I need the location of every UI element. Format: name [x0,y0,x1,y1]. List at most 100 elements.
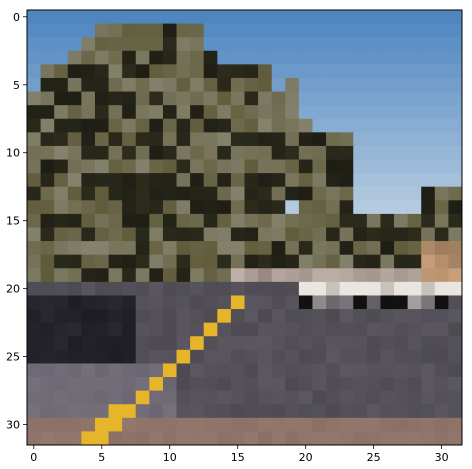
image-pixel [176,349,191,364]
image-pixel [230,200,245,215]
image-pixel [271,281,286,296]
image-pixel [244,186,259,201]
image-pixel [217,105,232,120]
image-pixel [298,417,313,432]
image-pixel [326,281,341,296]
image-pixel [434,309,449,324]
image-pixel [162,159,177,174]
image-pixel [203,186,218,201]
image-pixel [353,349,368,364]
image-pixel [394,105,409,120]
image-pixel [312,10,327,24]
image-pixel [258,363,273,378]
image-pixel [380,377,395,392]
image-pixel [67,363,82,378]
image-pixel [312,105,327,120]
image-pixel [312,349,327,364]
image-pixel [366,295,381,310]
image-pixel [162,431,177,446]
image-pixel [94,281,109,296]
image-pixel [149,336,164,351]
image-pixel [339,309,354,324]
image-pixel [108,390,123,405]
image-pixel [394,390,409,405]
image-pixel [407,145,422,160]
image-pixel [366,377,381,392]
image-pixel [285,10,300,24]
image-pixel [162,377,177,392]
image-pixel [203,50,218,65]
image-pixel [230,64,245,79]
image-pixel [353,213,368,228]
image-pixel [326,132,341,147]
image-pixel [244,145,259,160]
image-pixel [54,64,69,79]
image-pixel [394,349,409,364]
image-pixel [326,213,341,228]
image-pixel [94,77,109,92]
image-pixel [67,23,82,38]
image-pixel [339,145,354,160]
image-pixel [94,254,109,269]
image-pixel [312,64,327,79]
image-pixel [271,241,286,256]
image-pixel [149,186,164,201]
image-pixel [244,295,259,310]
image-pixel [380,268,395,283]
image-pixel [285,77,300,92]
image-pixel [285,417,300,432]
image-pixel [230,349,245,364]
image-pixel [298,377,313,392]
image-pixel [434,50,449,65]
image-pixel [190,105,205,120]
image-pixel [326,295,341,310]
image-pixel [176,431,191,446]
image-pixel [108,295,123,310]
image-pixel [122,200,137,215]
image-pixel [448,145,463,160]
image-pixel [176,23,191,38]
image-pixel [394,64,409,79]
image-pixel [190,431,205,446]
image-pixel [326,363,341,378]
image-pixel [258,390,273,405]
image-pixel [108,91,123,106]
image-pixel [162,132,177,147]
image-pixel [353,145,368,160]
image-pixel [135,281,150,296]
image-pixel [54,349,69,364]
image-pixel [407,132,422,147]
image-pixel [217,118,232,133]
image-pixel [326,64,341,79]
image-pixel [176,173,191,188]
image-pixel [40,404,55,419]
image-pixel [230,281,245,296]
image-pixel [149,213,164,228]
image-pixel [162,50,177,65]
image-pixel [394,268,409,283]
image-pixel [176,227,191,242]
image-pixel [81,186,96,201]
image-pixel [448,186,463,201]
image-pixel [285,227,300,242]
image-pixel [54,254,69,269]
image-pixel [27,268,41,283]
image-pixel [271,186,286,201]
y-tick-label: 30 [6,419,20,432]
image-pixel [434,349,449,364]
image-pixel [230,241,245,256]
image-pixel [448,322,463,337]
image-pixel [122,64,137,79]
image-pixel [27,227,41,242]
image-pixel [448,309,463,324]
image-pixel [258,186,273,201]
image-pixel [421,417,436,432]
image-pixel [149,281,164,296]
image-pixel [285,404,300,419]
image-pixel [421,227,436,242]
image-pixel [448,37,463,52]
image-pixel [380,10,395,24]
image-pixel [27,322,41,337]
image-pixel [40,145,55,160]
